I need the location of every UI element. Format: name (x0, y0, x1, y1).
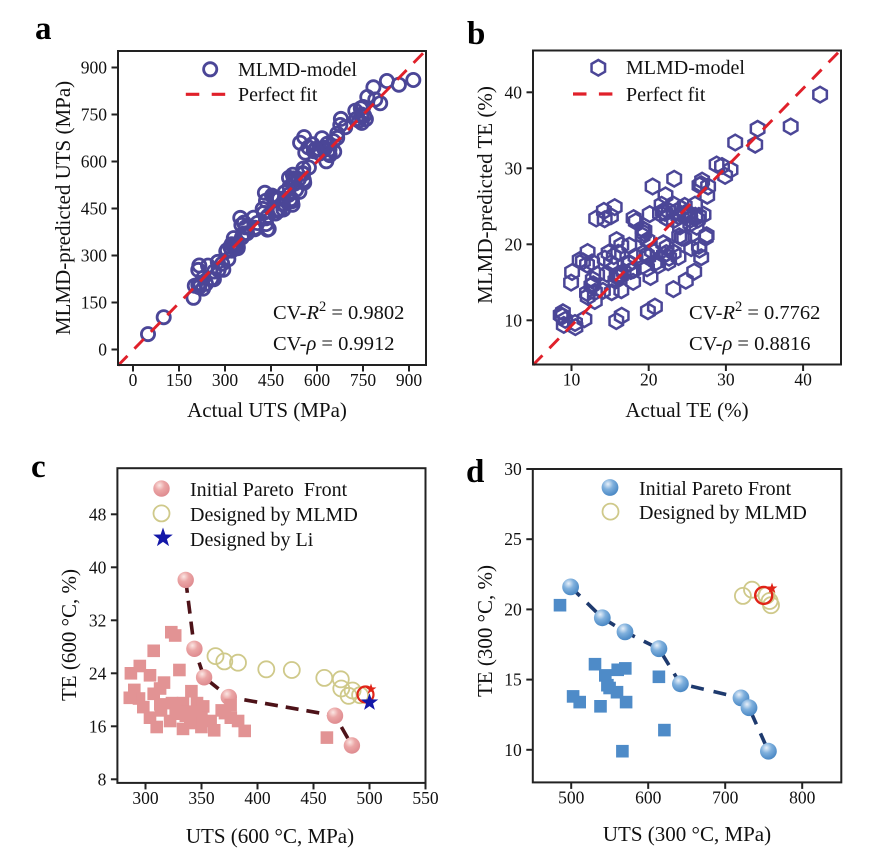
svg-text:20: 20 (505, 234, 523, 254)
svg-text:40: 40 (89, 557, 107, 577)
svg-text:10: 10 (505, 310, 523, 330)
svg-text:Designed by Li: Designed by Li (190, 529, 314, 551)
svg-text:600: 600 (304, 370, 331, 390)
svg-text:32: 32 (89, 610, 107, 630)
svg-text:700: 700 (712, 787, 739, 807)
svg-text:300: 300 (132, 788, 159, 808)
svg-text:0: 0 (98, 340, 107, 360)
svg-text:450: 450 (81, 199, 108, 219)
svg-text:800: 800 (789, 787, 816, 807)
svg-text:400: 400 (244, 788, 271, 808)
svg-text:10: 10 (504, 740, 522, 760)
svg-text:UTS (300 °C, MPa): UTS (300 °C, MPa) (603, 822, 771, 846)
svg-text:20: 20 (640, 370, 658, 390)
svg-text:Initial Pareto Front: Initial Pareto Front (190, 479, 348, 501)
svg-text:450: 450 (300, 788, 327, 808)
svg-text:350: 350 (188, 788, 215, 808)
svg-text:Perfect fit: Perfect fit (238, 84, 318, 106)
svg-text:24: 24 (89, 663, 107, 683)
svg-text:Perfect fit: Perfect fit (626, 84, 706, 106)
svg-text:CV-R2 = 0.9802: CV-R2 = 0.9802 (273, 299, 404, 324)
svg-text:750: 750 (81, 105, 108, 125)
svg-text:30: 30 (717, 370, 735, 390)
svg-text:Designed by MLMD: Designed by MLMD (190, 504, 358, 526)
svg-text:600: 600 (81, 152, 108, 172)
svg-text:MLMD-model: MLMD-model (238, 59, 357, 81)
svg-text:900: 900 (81, 58, 108, 78)
svg-text:MLMD-predicted TE (%): MLMD-predicted TE (%) (473, 86, 497, 304)
svg-text:Initial Pareto Front: Initial Pareto Front (639, 478, 792, 500)
svg-text:25: 25 (504, 529, 522, 549)
svg-text:Actual TE (%): Actual TE (%) (625, 398, 748, 422)
svg-text:300: 300 (212, 370, 239, 390)
svg-text:CV-ρ = 0.8816: CV-ρ = 0.8816 (689, 333, 810, 355)
svg-text:48: 48 (89, 504, 107, 524)
svg-text:8: 8 (98, 769, 107, 789)
svg-text:UTS (600 °C, MPa): UTS (600 °C, MPa) (186, 824, 354, 848)
svg-text:MLMD-predicted UTS (MPa): MLMD-predicted UTS (MPa) (51, 81, 75, 335)
svg-text:b: b (467, 16, 485, 52)
svg-text:10: 10 (563, 370, 581, 390)
svg-text:0: 0 (129, 370, 138, 390)
svg-text:550: 550 (412, 788, 439, 808)
svg-text:40: 40 (505, 82, 523, 102)
svg-text:TE (600 °C, %): TE (600 °C, %) (57, 569, 81, 701)
svg-text:750: 750 (350, 370, 377, 390)
svg-text:150: 150 (166, 370, 193, 390)
svg-text:d: d (466, 454, 484, 490)
svg-text:a: a (35, 11, 52, 47)
svg-text:600: 600 (635, 787, 662, 807)
svg-text:30: 30 (504, 459, 522, 479)
svg-text:Designed by MLMD: Designed by MLMD (639, 502, 807, 524)
svg-text:900: 900 (396, 370, 423, 390)
svg-text:CV-ρ = 0.9912: CV-ρ = 0.9912 (273, 333, 394, 355)
svg-text:c: c (31, 449, 46, 485)
svg-text:40: 40 (794, 370, 812, 390)
svg-text:Actual UTS (MPa): Actual UTS (MPa) (187, 398, 347, 422)
svg-text:300: 300 (81, 246, 108, 266)
svg-text:500: 500 (558, 787, 585, 807)
svg-text:450: 450 (258, 370, 285, 390)
svg-text:20: 20 (504, 599, 522, 619)
svg-text:MLMD-model: MLMD-model (626, 57, 745, 79)
svg-text:500: 500 (356, 788, 383, 808)
svg-text:15: 15 (504, 670, 522, 690)
svg-text:CV-R2 = 0.7762: CV-R2 = 0.7762 (689, 299, 820, 324)
svg-text:16: 16 (89, 716, 107, 736)
svg-text:150: 150 (81, 293, 108, 313)
svg-text:30: 30 (505, 158, 523, 178)
svg-text:TE (300 °C, %): TE (300 °C, %) (473, 565, 497, 697)
